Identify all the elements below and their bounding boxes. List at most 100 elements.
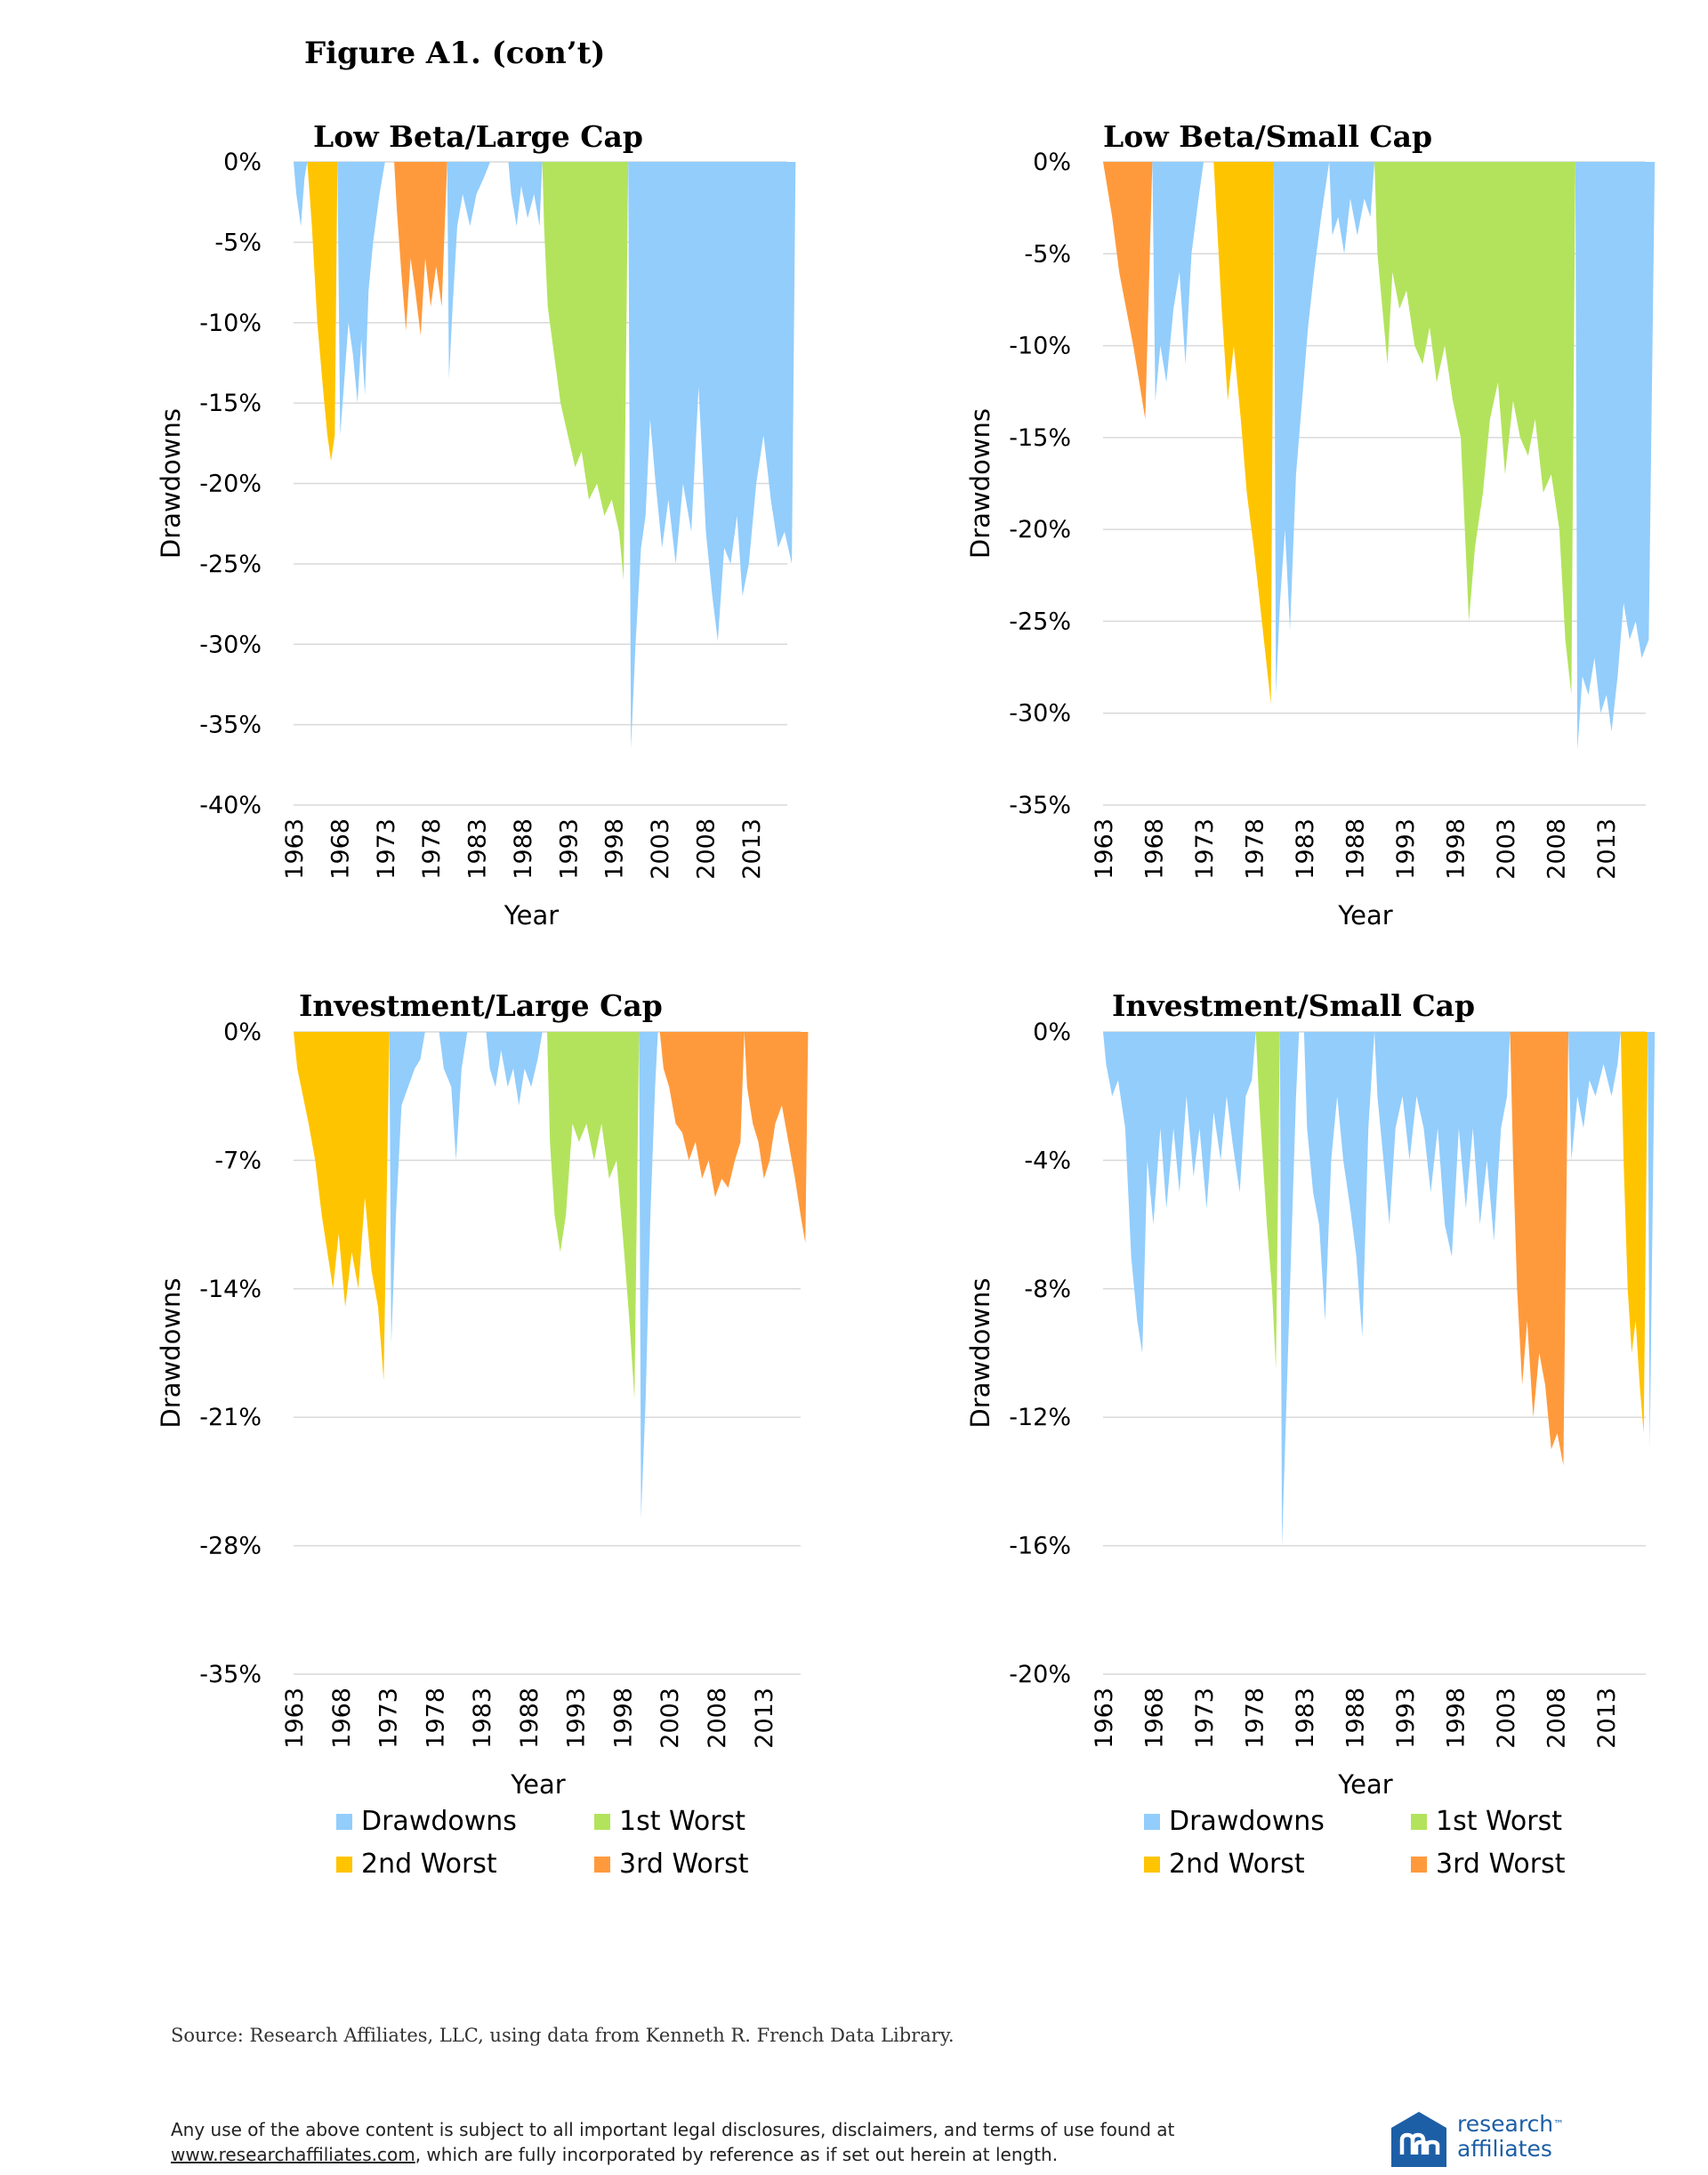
disclaimer-line2-rest: , which are fully incorporated by refere…	[415, 2144, 1059, 2165]
area-drawdowns	[508, 162, 543, 227]
area-drawdowns	[439, 1032, 468, 1161]
figure-title: Figure A1. (con’t)	[304, 36, 606, 71]
legend-swatch-second-worst	[1144, 1856, 1160, 1873]
y-tick-label: -10%	[199, 310, 262, 337]
x-tick-label: 1973	[375, 1688, 403, 1749]
x-tick-label: 2003	[1493, 818, 1520, 880]
y-tick-label: -30%	[199, 631, 262, 658]
legend-left: Drawdowns 1st Worst 2nd Worst 3rd Worst	[336, 1806, 799, 1895]
y-tick-label: 0%	[223, 149, 262, 176]
legend-item-drawdowns: Drawdowns	[336, 1806, 517, 1837]
legend-label-first-worst: 1st Worst	[619, 1806, 746, 1837]
area-drawdowns	[1274, 162, 1330, 696]
x-tick-label: 1988	[1341, 818, 1369, 880]
x-tick-label: 1983	[464, 818, 492, 880]
website-link[interactable]: www.researchaffiliates.com	[171, 2144, 415, 2165]
y-tick-label: -21%	[199, 1404, 262, 1431]
y-tick-label: 0%	[1033, 149, 1071, 176]
area-third-worst	[744, 1032, 809, 1244]
chart-investment-small-cap: Investment/Small Cap 0% -4% -8% -12% -16% -20%…	[810, 971, 1664, 1861]
area-second-worst	[1213, 162, 1274, 705]
x-tick-label: 1993	[1392, 818, 1420, 880]
area-drawdowns	[1575, 162, 1656, 750]
legend-swatch-first-worst	[1411, 1813, 1427, 1830]
y-tick-label: -20%	[199, 471, 262, 498]
chart-svg: Investment/Small Cap 0% -4% -8% -12% -16% -20%…	[965, 988, 1656, 1800]
area-drawdowns	[1152, 162, 1204, 401]
area-drawdowns	[639, 1032, 658, 1518]
y-tick-label: 0%	[1033, 1019, 1071, 1046]
x-tick-label: 1968	[326, 818, 354, 880]
chart-investment-large-cap: Investment/Large Cap 0% -7% -14% -21% -28% -35…	[0, 971, 854, 1861]
x-tick-label: 1973	[1191, 1688, 1219, 1749]
legend-item-third-worst: 3rd Worst	[594, 1849, 748, 1880]
y-tick-label: -8%	[1024, 1276, 1071, 1303]
area-first-worst	[1255, 1032, 1280, 1370]
x-tick-label: 1973	[373, 818, 400, 880]
logo-tm: ™	[1553, 2118, 1565, 2131]
y-axis-label: Drawdowns	[156, 408, 186, 559]
chart-svg: Low Beta/Large Cap 0% -5% -10% -15% -20% -25% -…	[156, 119, 796, 930]
x-tick-label: 1978	[422, 1688, 449, 1749]
area-first-worst	[1374, 162, 1575, 696]
legend-label-second-worst: 2nd Worst	[1169, 1849, 1305, 1880]
y-tick-label: -35%	[199, 1661, 262, 1688]
y-tick-label: -12%	[1009, 1404, 1071, 1431]
y-tick-label: -15%	[199, 390, 262, 417]
area-drawdowns	[1279, 1032, 1300, 1546]
disclaimer: Any use of the above content is subject …	[171, 2117, 1174, 2167]
legend-label-first-worst: 1st Worst	[1436, 1806, 1563, 1837]
area-third-worst	[394, 162, 447, 336]
chart-title: Investment/Small Cap	[1112, 988, 1475, 1023]
area-drawdowns	[1374, 1032, 1511, 1257]
area-drawdowns	[486, 1032, 543, 1106]
x-tick-label: 2013	[738, 818, 766, 880]
chart-low-beta-large-cap: Low Beta/Large Cap 0% -5% -10% -15% -20% -25% -…	[0, 116, 854, 1005]
x-tick-label: 1998	[601, 818, 629, 880]
x-tick-label: 1978	[1241, 818, 1269, 880]
legend-swatch-second-worst	[336, 1856, 352, 1873]
x-tick-label: 1968	[328, 1688, 356, 1749]
x-tick-label: 1968	[1140, 818, 1168, 880]
y-tick-label: -25%	[199, 551, 262, 578]
x-tick-label: 1998	[1442, 818, 1470, 880]
x-axis-label: Year	[1337, 1769, 1392, 1800]
area-drawdowns	[447, 162, 490, 379]
disclaimer-line2: www.researchaffiliates.com, which are fu…	[171, 2142, 1174, 2167]
x-tick-label: 2008	[693, 818, 721, 880]
y-tick-label: -4%	[1024, 1147, 1071, 1174]
legend-label-third-worst: 3rd Worst	[1436, 1849, 1566, 1880]
x-tick-label: 1963	[281, 1688, 309, 1749]
disclaimer-line1: Any use of the above content is subject …	[171, 2119, 1175, 2140]
chart-low-beta-small-cap: Low Beta/Small Cap 0% -5% -10% -15% -20% -25% -…	[810, 116, 1664, 1005]
research-affiliates-logo: research™ affiliates	[1390, 2110, 1585, 2169]
y-tick-label: -20%	[1009, 1661, 1071, 1688]
y-tick-label: -10%	[1009, 333, 1071, 360]
y-tick-label: -35%	[199, 712, 262, 739]
x-axis-label: Year	[504, 900, 559, 930]
y-tick-label: -7%	[214, 1147, 262, 1174]
area-second-worst	[294, 1032, 390, 1381]
x-tick-label: 2008	[1543, 818, 1570, 880]
logo-mark-icon	[1391, 2112, 1446, 2167]
x-tick-label: 1973	[1191, 818, 1219, 880]
x-tick-label: 2013	[751, 1688, 778, 1749]
legend-label-third-worst: 3rd Worst	[619, 1849, 749, 1880]
y-tick-label: -25%	[1009, 608, 1071, 635]
legend-item-third-worst: 3rd Worst	[1411, 1849, 1565, 1880]
x-tick-label: 1968	[1140, 1688, 1168, 1749]
x-tick-label: 2003	[1493, 1688, 1520, 1749]
area-drawdowns	[389, 1032, 425, 1344]
x-axis-label: Year	[510, 1769, 565, 1800]
x-tick-label: 1963	[1091, 1688, 1118, 1749]
x-tick-label: 2013	[1593, 1688, 1621, 1749]
legend-label-drawdowns: Drawdowns	[1169, 1806, 1325, 1837]
chart-svg: Investment/Large Cap 0% -7% -14% -21% -28% -35…	[156, 988, 809, 1800]
area-third-worst	[659, 1032, 745, 1197]
logo-line2: affiliates	[1457, 2136, 1552, 2162]
chart-svg: Low Beta/Small Cap 0% -5% -10% -15% -20% -25% -…	[965, 119, 1656, 930]
area-drawdowns	[294, 162, 308, 227]
x-tick-label: 1963	[281, 818, 309, 880]
legend-swatch-drawdowns	[1144, 1813, 1160, 1830]
area-first-worst	[542, 162, 629, 580]
